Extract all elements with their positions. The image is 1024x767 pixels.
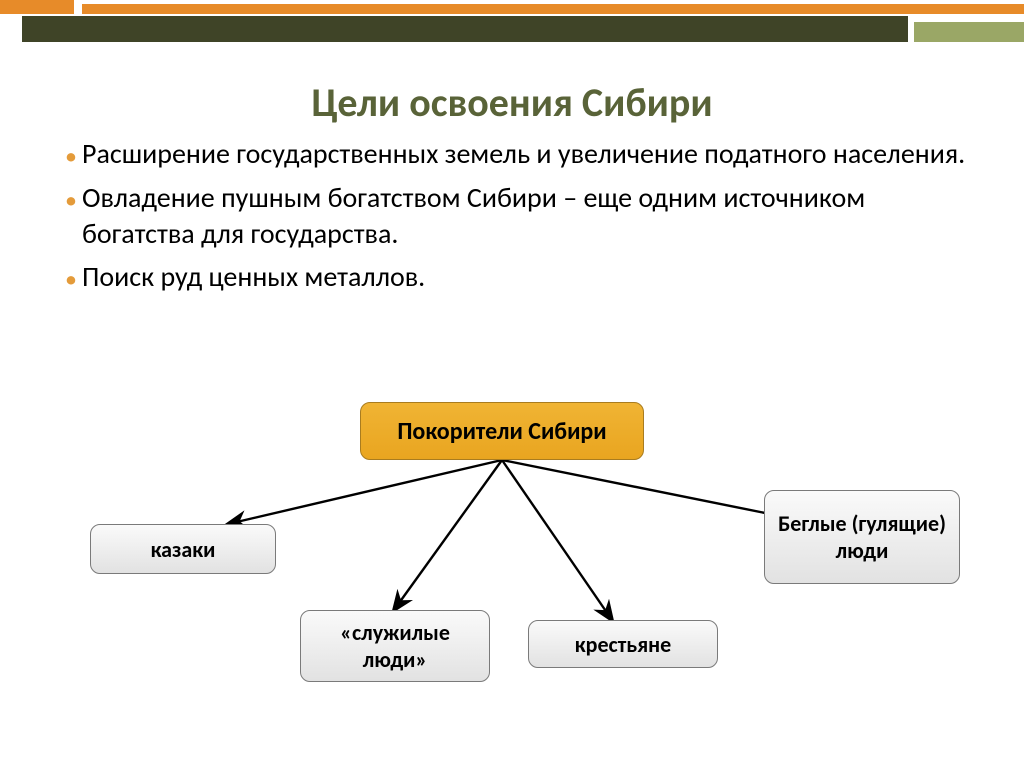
diagram-arrows: [0, 0, 1024, 767]
slide: Цели освоения Сибири •Расширение государ…: [0, 0, 1024, 767]
